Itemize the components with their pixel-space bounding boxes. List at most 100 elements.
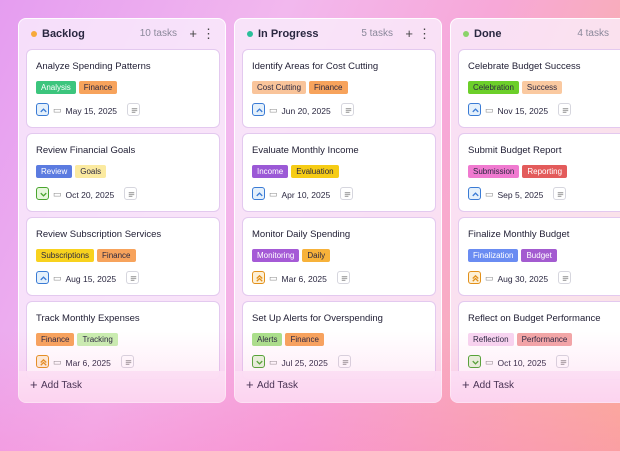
task-card[interactable]: Track Monthly Expenses Finance Tracking ▭ Ma… bbox=[26, 301, 220, 380]
priority-chevron bbox=[255, 274, 263, 282]
tag: Tracking bbox=[77, 333, 118, 346]
tag: Finalization bbox=[468, 249, 519, 262]
tag-list: Finance Tracking bbox=[36, 333, 118, 346]
notes-icon bbox=[131, 107, 137, 113]
task-card[interactable]: Evaluate Monthly Income Income Evaluation ▭… bbox=[242, 133, 436, 212]
add-task-footer[interactable]: + Add Task bbox=[19, 371, 225, 402]
task-card[interactable]: Set Up Alerts for Overspending Alerts Fina… bbox=[242, 301, 436, 380]
tag-list: Celebration Success bbox=[468, 81, 563, 94]
notes-button[interactable] bbox=[556, 355, 569, 368]
notes-button[interactable] bbox=[341, 103, 354, 116]
tag: Analysis bbox=[36, 81, 76, 94]
task-count: 10 tasks bbox=[139, 28, 177, 39]
notes-icon bbox=[560, 359, 566, 365]
tag: Finance bbox=[36, 333, 75, 346]
more-button[interactable]: ⋮ bbox=[202, 26, 215, 41]
tag-list: Subscriptions Finance bbox=[36, 249, 136, 262]
priority-chevron bbox=[255, 107, 263, 112]
priority-chevron bbox=[39, 275, 47, 280]
priority-icon bbox=[468, 187, 481, 200]
task-card[interactable]: Reflect on Budget Performance Reflection P… bbox=[458, 301, 620, 380]
tag: Finance bbox=[309, 81, 348, 94]
task-card[interactable]: Review Financial Goals Review Goals ▭ Oct 20… bbox=[26, 133, 220, 212]
tag: Alerts bbox=[252, 333, 283, 346]
task-card[interactable]: Submit Budget Report Submission Reporting ▭… bbox=[458, 133, 620, 212]
task-card[interactable]: Identify Areas for Cost Cutting Cost Cutt… bbox=[242, 49, 436, 128]
task-card[interactable]: Monitor Daily Spending Monitoring Daily ▭ Ma… bbox=[242, 217, 436, 296]
tag: Income bbox=[252, 165, 289, 178]
priority-chevron bbox=[471, 191, 479, 196]
calendar-icon: ▭ bbox=[53, 357, 62, 367]
notes-button[interactable] bbox=[126, 271, 139, 284]
tag: Submission bbox=[468, 165, 520, 178]
status-dot bbox=[463, 31, 469, 37]
add-button[interactable]: + bbox=[405, 26, 413, 41]
tag: Reflection bbox=[468, 333, 514, 346]
priority-icon bbox=[252, 271, 265, 284]
notes-button[interactable] bbox=[558, 271, 571, 284]
date-text: Aug 30, 2025 bbox=[497, 273, 549, 284]
calendar-icon: ▭ bbox=[485, 189, 494, 199]
date-text: Jul 25, 2025 bbox=[281, 357, 328, 368]
calendar-icon: ▭ bbox=[485, 357, 494, 367]
tag: Budget bbox=[521, 249, 557, 262]
priority-icon bbox=[36, 355, 49, 368]
tag: Finance bbox=[78, 81, 118, 94]
notes-button[interactable] bbox=[127, 103, 140, 116]
more-button[interactable]: ⋮ bbox=[418, 26, 431, 41]
notes-button[interactable] bbox=[121, 355, 134, 368]
plus-icon: + bbox=[30, 377, 38, 392]
tag: Subscriptions bbox=[36, 249, 95, 262]
tag: Reporting bbox=[522, 165, 568, 178]
column-header: In Progress 5 tasks + ⋮ bbox=[235, 19, 441, 49]
task-count: 4 tasks bbox=[577, 28, 609, 39]
due-date: ▭ Sep 5, 2025 bbox=[485, 189, 543, 200]
task-title: Submit Budget Report bbox=[468, 145, 562, 156]
date-text: Apr 10, 2025 bbox=[281, 189, 331, 200]
date-text: Nov 15, 2025 bbox=[497, 105, 549, 116]
notes-button[interactable] bbox=[337, 271, 350, 284]
task-title: Set Up Alerts for Overspending bbox=[252, 313, 383, 324]
date-text: Mar 6, 2025 bbox=[281, 273, 327, 284]
task-card[interactable]: Analyze Spending Patterns Analysis Finance… bbox=[26, 49, 220, 128]
notes-icon bbox=[342, 359, 348, 365]
notes-button[interactable] bbox=[124, 187, 137, 200]
notes-icon bbox=[344, 191, 350, 197]
add-task-footer[interactable]: + Add Task bbox=[451, 371, 620, 402]
calendar-icon: ▭ bbox=[269, 273, 278, 283]
calendar-icon: ▭ bbox=[53, 105, 62, 115]
priority-icon bbox=[36, 103, 49, 116]
tag: Performance bbox=[516, 333, 573, 346]
notes-button[interactable] bbox=[340, 187, 353, 200]
due-date: ▭ May 15, 2025 bbox=[53, 105, 117, 116]
column-header: Backlog 10 tasks + ⋮ bbox=[19, 19, 225, 49]
date-text: Aug 15, 2025 bbox=[65, 273, 117, 284]
task-card[interactable]: Celebrate Budget Success Celebration Succe… bbox=[458, 49, 620, 128]
task-title: Analyze Spending Patterns bbox=[36, 61, 151, 72]
status-dot bbox=[31, 31, 37, 37]
add-task-footer[interactable]: + Add Task bbox=[235, 371, 441, 402]
status-dot bbox=[247, 31, 253, 37]
task-card[interactable]: Finalize Monthly Budget Finalization Budge… bbox=[458, 217, 620, 296]
priority-chevron bbox=[39, 358, 47, 366]
tag: Evaluation bbox=[291, 165, 339, 178]
column-title: In Progress bbox=[258, 28, 319, 40]
notes-icon bbox=[125, 359, 131, 365]
notes-button[interactable] bbox=[558, 103, 571, 116]
due-date: ▭ Mar 6, 2025 bbox=[269, 273, 327, 284]
due-date: ▭ Oct 10, 2025 bbox=[485, 357, 546, 368]
task-card[interactable]: Review Subscription Services Subscription… bbox=[26, 217, 220, 296]
priority-icon bbox=[36, 187, 49, 200]
calendar-icon: ▭ bbox=[269, 189, 278, 199]
calendar-icon: ▭ bbox=[269, 357, 278, 367]
notes-icon bbox=[128, 191, 134, 197]
notes-button[interactable] bbox=[553, 187, 566, 200]
add-button[interactable]: + bbox=[189, 26, 197, 41]
notes-button[interactable] bbox=[338, 355, 351, 368]
priority-chevron bbox=[471, 360, 479, 365]
tag: Goals bbox=[75, 165, 107, 178]
tag: Daily bbox=[302, 249, 331, 262]
tag-list: Finalization Budget bbox=[468, 249, 557, 262]
